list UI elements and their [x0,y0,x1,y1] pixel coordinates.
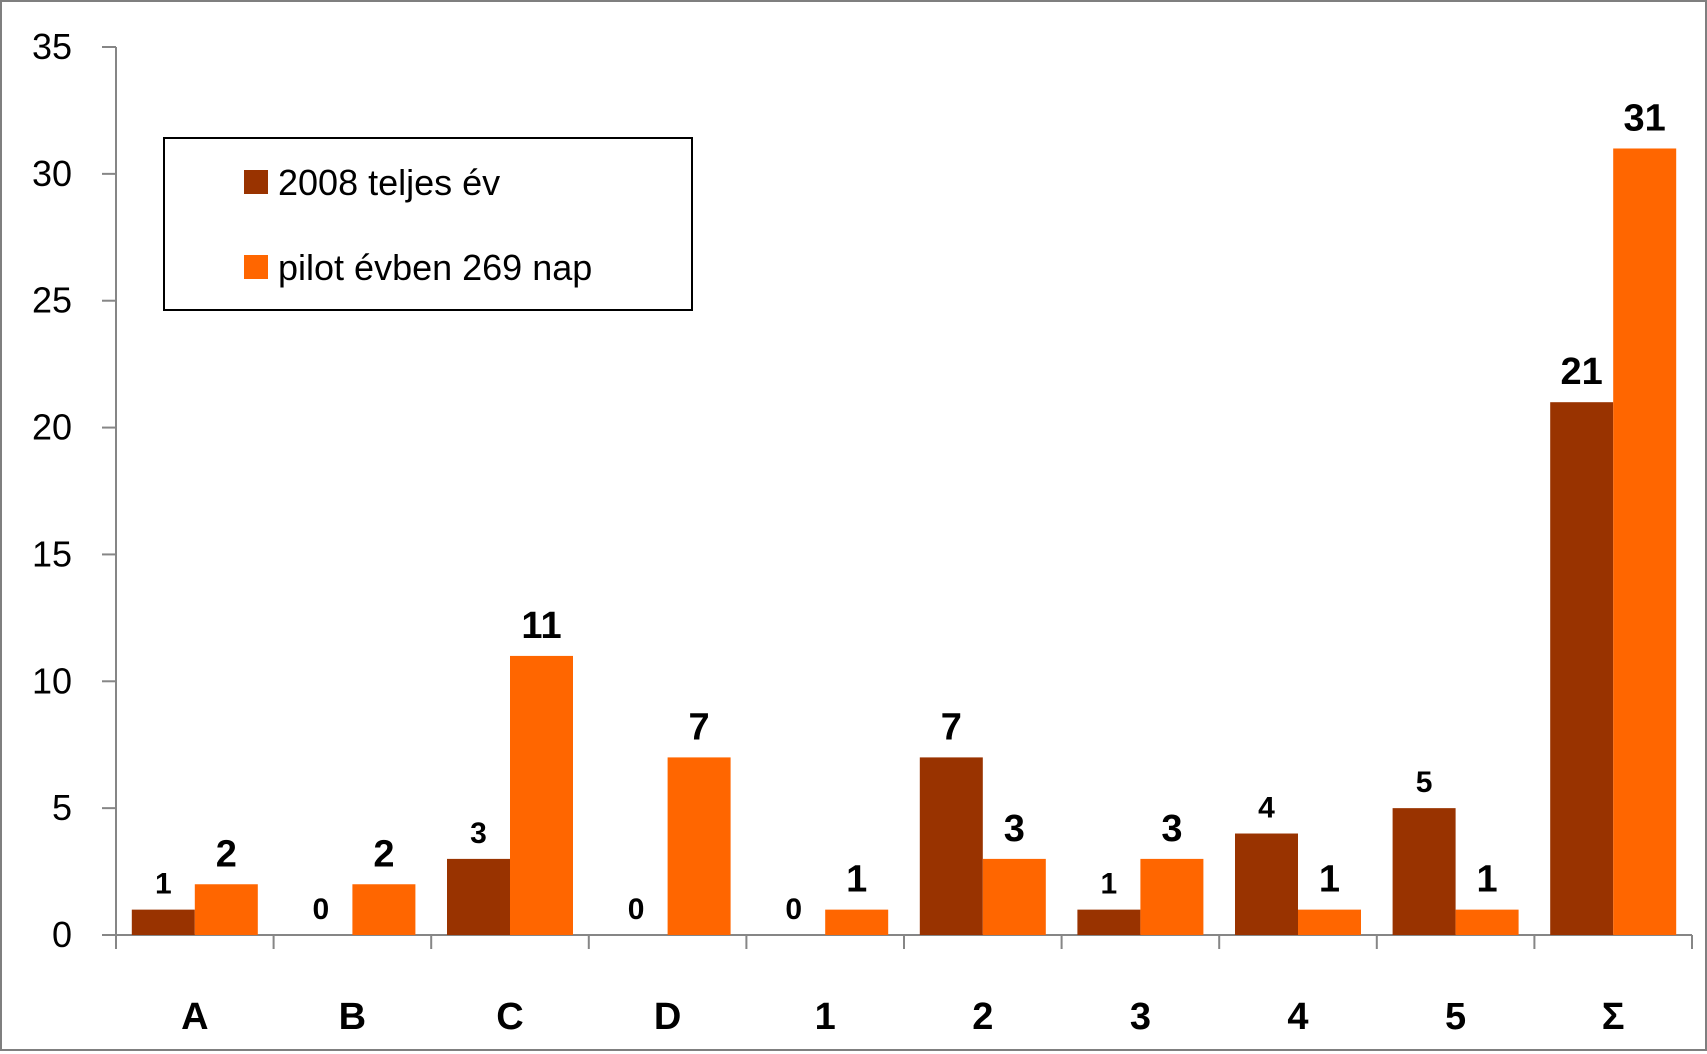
data-label: 3 [470,817,487,850]
data-label: 1 [1101,868,1118,901]
x-tick-label: A [181,996,208,1038]
bar-pilot [982,858,1046,935]
data-label: 2 [373,833,394,875]
data-label: 11 [521,605,561,647]
x-tick-label: D [654,996,681,1038]
data-label: 0 [785,893,802,926]
bar-pilot [510,655,573,935]
data-label: 2 [216,833,237,875]
data-label: 1 [1477,859,1498,901]
x-tick-label: Σ [1602,996,1625,1038]
x-tick-label: 2 [972,996,993,1038]
legend-swatch-2008 [244,170,268,194]
data-label: 31 [1624,97,1666,139]
bar-2008 [447,858,510,935]
bar-2008 [131,909,195,935]
data-label: 0 [628,893,645,926]
x-tick-label: 3 [1130,996,1151,1038]
bar-pilot [1613,148,1677,935]
bar-pilot [667,757,731,935]
bar-pilot [194,884,258,935]
y-axis: 0 5 10 15 20 25 30 35 [32,26,117,955]
bar-pilot [1298,909,1361,935]
x-tick-label: 4 [1287,996,1308,1038]
x-axis: A B C D 1 2 3 4 5 Σ [115,934,1693,1038]
bars-group [131,148,1677,935]
y-tick-label: 5 [52,787,72,828]
legend: 2008 teljes év pilot évben 269 nap [163,137,693,311]
data-label: 3 [1161,808,1182,850]
data-label: 0 [313,893,330,926]
data-label: 21 [1561,351,1603,393]
x-tick-label: 5 [1445,996,1466,1038]
bar-pilot [352,884,416,935]
legend-label-2008: 2008 teljes év [278,162,500,203]
bar-2008 [919,757,983,935]
data-label: 1 [846,859,867,901]
data-label: 1 [1319,859,1340,901]
legend-swatch-pilot [244,255,268,279]
y-tick-label: 15 [32,533,72,574]
bar-pilot [825,909,889,935]
y-tick-label: 0 [52,914,72,955]
x-tick-label: C [496,996,523,1038]
data-label: 5 [1416,766,1433,799]
bar-2008 [1077,909,1141,935]
bar-pilot [1140,858,1204,935]
data-label: 7 [941,706,962,748]
data-label: 3 [1004,808,1025,850]
y-tick-label: 10 [32,660,72,701]
bar-2008 [1392,808,1456,935]
y-tick-label: 35 [32,26,72,67]
data-label: 7 [689,706,710,748]
bar-2008 [1235,833,1298,935]
y-tick-label: 20 [32,407,72,448]
bar-2008 [1550,402,1614,935]
bar-pilot [1455,909,1519,935]
data-label: 4 [1258,792,1275,825]
legend-label-pilot: pilot évben 269 nap [278,247,592,288]
y-tick-label: 30 [32,153,72,194]
x-tick-label: B [339,996,366,1038]
legend-box [163,137,693,311]
x-tick-label: 1 [815,996,836,1038]
data-label: 1 [155,868,172,901]
y-tick-label: 25 [32,280,72,321]
